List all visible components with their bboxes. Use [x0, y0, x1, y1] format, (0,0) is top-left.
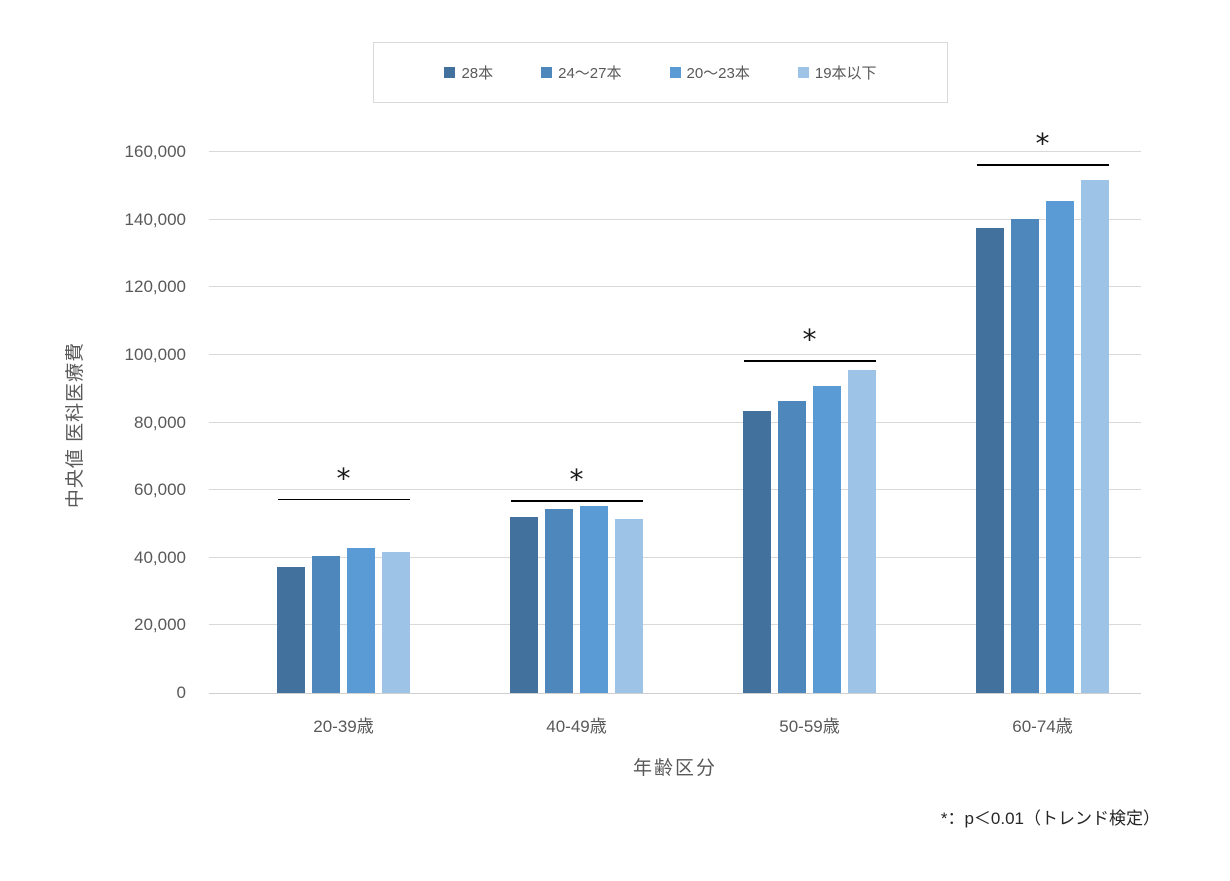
bar-28本-20-39歳 [277, 566, 305, 693]
y-tick-label: 100,000 [124, 344, 186, 364]
gridline [209, 624, 1141, 626]
bar-20〜23本-60-74歳 [1046, 200, 1074, 693]
y-tick-label: 40,000 [134, 547, 186, 567]
bar-28本-60-74歳 [976, 228, 1004, 693]
significance-asterisk: * [336, 461, 351, 495]
legend-item: 24〜27本 [541, 62, 622, 83]
significance-line [976, 164, 1109, 166]
bar-group-50-59歳 [693, 152, 926, 693]
gridline [209, 151, 1141, 152]
significance-footnote: *：p＜0.01（トレンド検定） [940, 809, 1160, 828]
significance-line [510, 500, 643, 502]
legend-swatch-icon [541, 67, 553, 78]
gridline [209, 489, 1141, 491]
significance-asterisk: * [1035, 127, 1050, 161]
legend-swatch-icon [444, 67, 456, 78]
legend-label: 24〜27本 [558, 65, 622, 82]
y-tick-label: 140,000 [124, 209, 186, 229]
x-category-label: 50-59歳 [779, 717, 840, 736]
legend-item: 28本 [444, 62, 493, 83]
x-category-label: 40-49歳 [546, 717, 607, 736]
bar-group-60-74歳 [926, 152, 1159, 693]
gridline [209, 421, 1141, 423]
y-tick-label: 0 [176, 683, 186, 702]
legend-label: 28本 [461, 65, 494, 82]
legend-label: 19本以下 [814, 65, 877, 82]
y-tick-label: 80,000 [134, 412, 186, 432]
y-tick-label: 20,000 [134, 615, 186, 635]
plot-area: 0 20,000 40,000 60,000 80,000 100,000 120,000 1… [125, 130, 1141, 736]
bar-19本以下-60-74歳 [1081, 180, 1109, 693]
bar-group-40-49歳 [460, 152, 693, 693]
bar-28本-50-59歳 [743, 411, 771, 693]
significance-line [277, 498, 410, 501]
bar-group-20-39歳 [227, 152, 460, 693]
bar-19本以下-40-49歳 [615, 518, 643, 693]
bar-24〜27本-50-59歳 [778, 400, 806, 693]
gridline [209, 286, 1141, 288]
legend-swatch-icon [669, 67, 681, 78]
significance-asterisk: * [802, 323, 817, 357]
bar-24〜27本-40-49歳 [545, 509, 573, 693]
legend-swatch-icon [797, 67, 809, 78]
legend-item: 19本以下 [797, 62, 877, 83]
bar-20〜23本-40-49歳 [580, 506, 608, 693]
y-tick-label: 60,000 [134, 480, 186, 500]
bars-layer: * * * * [227, 130, 1159, 693]
x-category-label: 60-74歳 [1012, 717, 1073, 736]
legend-item: 20〜23本 [669, 62, 750, 83]
bar-20〜23本-50-59歳 [813, 386, 841, 693]
x-category-label: 20-39歳 [313, 717, 374, 736]
bar-24〜27本-60-74歳 [1011, 218, 1039, 693]
gridline [209, 556, 1141, 558]
bar-28本-40-49歳 [510, 517, 538, 693]
significance-line [743, 360, 876, 362]
bar-20〜23本-20-39歳 [347, 548, 375, 693]
chart-legend: 28本 24〜27本 20〜23本 19本以下 [373, 42, 948, 103]
y-tick-label: 160,000 [124, 142, 186, 161]
bar-24〜27本-20-39歳 [312, 556, 340, 693]
gridline [209, 218, 1141, 220]
bar-19本以下-20-39歳 [382, 551, 410, 693]
gridline [209, 353, 1141, 355]
y-tick-label: 120,000 [124, 277, 186, 297]
y-axis-title: 中央値 医科医療費 [65, 341, 86, 509]
legend-label: 20〜23本 [686, 65, 750, 82]
x-axis-line [209, 693, 1141, 694]
significance-asterisk: * [569, 463, 584, 497]
x-axis-title: 年齢区分 [632, 758, 717, 779]
bar-19本以下-50-59歳 [848, 369, 876, 693]
